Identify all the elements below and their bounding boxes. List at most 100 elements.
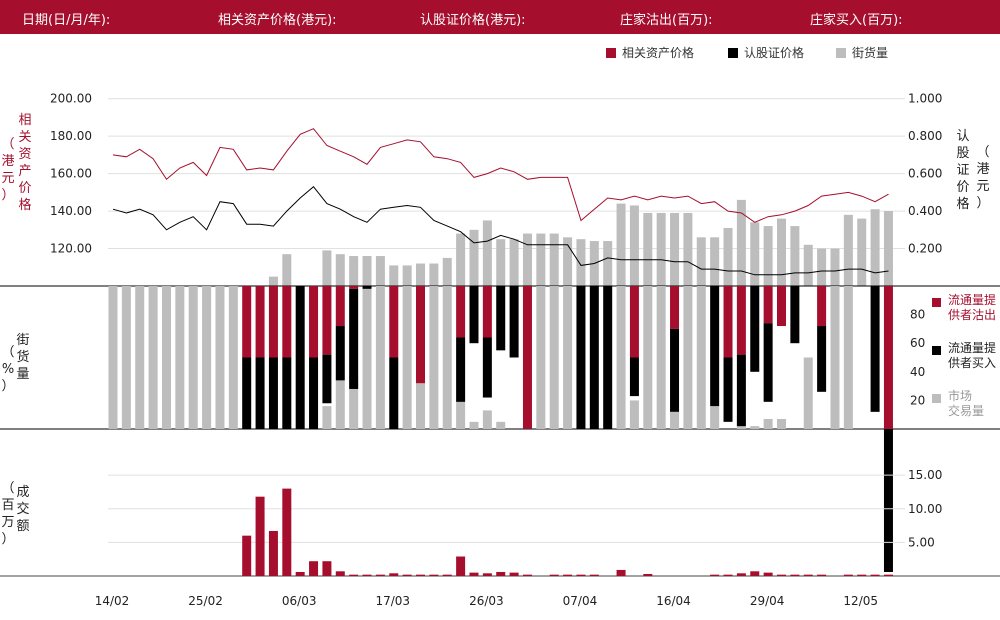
left-top-tick-label: 160.00 bbox=[50, 167, 92, 181]
turnover-bar bbox=[282, 488, 292, 576]
turnover-bar bbox=[817, 574, 827, 576]
dealer-buy-bar bbox=[509, 286, 519, 358]
dealer-buy-bar bbox=[629, 357, 639, 397]
market-volume-bar bbox=[215, 286, 225, 429]
left-bottom-axis-unit: （百万） bbox=[1, 481, 15, 547]
left-mid-axis-unit: （%） bbox=[1, 345, 15, 394]
outstanding-bar bbox=[870, 209, 880, 286]
market-volume-bar bbox=[228, 286, 238, 429]
outstanding-bar bbox=[576, 239, 586, 286]
outstanding-bar bbox=[563, 237, 573, 286]
warrant-price-line bbox=[112, 185, 889, 276]
outstanding-bar bbox=[683, 212, 693, 286]
outstanding-bar bbox=[777, 218, 786, 286]
market-volume-bar bbox=[469, 421, 479, 429]
dealer-buy-bar bbox=[750, 286, 760, 372]
x-tick-label: 17/03 bbox=[375, 594, 410, 608]
dealer-buy-bar bbox=[736, 354, 746, 427]
dealer-sell-bar bbox=[389, 286, 399, 358]
dealer-sell-bar bbox=[322, 286, 332, 355]
x-tick-label: 25/02 bbox=[188, 594, 223, 608]
left-top-axis-unit: （港元） bbox=[1, 137, 15, 203]
turnover-bar bbox=[375, 574, 385, 576]
outstanding-bar bbox=[670, 212, 680, 286]
dealer-sell-bar bbox=[522, 286, 532, 429]
dealer-sell-bar bbox=[268, 286, 278, 358]
dealer-sell-bar bbox=[736, 286, 746, 355]
date-label: 日期(日/月/年): bbox=[22, 13, 111, 28]
outstanding-bar bbox=[656, 212, 666, 286]
dealer-buy-bar bbox=[883, 429, 893, 572]
dealer-sell-bar bbox=[723, 286, 733, 358]
left-mid-axis-title: 街货量 bbox=[16, 333, 30, 382]
market-volume-bar bbox=[349, 374, 359, 429]
bottom-tick-label: 10.00 bbox=[908, 502, 942, 516]
market-volume-bar bbox=[750, 426, 760, 429]
right-top-axis-unit: （港元） bbox=[976, 145, 990, 211]
dealer-sell-bar bbox=[883, 286, 893, 429]
market-volume-bar bbox=[335, 380, 345, 429]
turnover-bar bbox=[803, 574, 813, 576]
x-tick-label: 06/03 bbox=[282, 594, 317, 608]
market-volume-bar bbox=[188, 286, 198, 429]
turnover-bar bbox=[750, 571, 760, 576]
outstanding-bar bbox=[843, 214, 853, 286]
outstanding-bar bbox=[375, 256, 385, 286]
dealer-sell-bar bbox=[349, 286, 359, 289]
warrant-price-label: 认股证价格(港元): bbox=[420, 13, 526, 28]
right-top-tick-label: 1.000 bbox=[908, 92, 942, 106]
market-volume-bar bbox=[496, 421, 506, 429]
dealer-sell-bar bbox=[482, 286, 492, 338]
turnover-bar bbox=[522, 574, 532, 576]
market-volume-bar bbox=[616, 286, 626, 429]
mid-tick-label: 40 bbox=[910, 365, 925, 379]
outstanding-bar bbox=[335, 254, 345, 286]
bottom-tick-label: 15.00 bbox=[908, 468, 942, 482]
market-volume-bar bbox=[375, 286, 385, 429]
dealer-sell-bar bbox=[242, 286, 252, 358]
outstanding-bar bbox=[509, 239, 519, 286]
dealer-buy-bar bbox=[362, 286, 372, 289]
turnover-bar bbox=[549, 574, 559, 576]
x-tick-label: 26/03 bbox=[469, 594, 504, 608]
turnover-bar bbox=[322, 561, 332, 576]
outstanding-bar bbox=[322, 250, 332, 286]
dealer-sell-bar bbox=[309, 286, 319, 358]
dealer-buy-bar bbox=[469, 286, 479, 344]
outstanding-bar bbox=[536, 233, 546, 286]
outstanding-bar bbox=[496, 239, 506, 286]
dealer-buy-bar bbox=[322, 354, 332, 404]
mid-legend-sell-swatch bbox=[932, 298, 941, 307]
outstanding-bar bbox=[643, 212, 653, 286]
turnover-bar bbox=[469, 572, 479, 576]
turnover-bar bbox=[563, 574, 573, 576]
left-top-tick-label: 200.00 bbox=[50, 92, 92, 106]
turnover-bar bbox=[255, 496, 265, 576]
market-volume-bar bbox=[656, 286, 666, 429]
turnover-bar bbox=[429, 574, 439, 576]
outstanding-bar bbox=[736, 199, 746, 286]
dealer-buy-bar bbox=[589, 286, 599, 429]
market-volume-bar bbox=[803, 357, 813, 429]
dealer-buy-bar bbox=[817, 326, 827, 392]
dealer-buy-bar bbox=[242, 357, 252, 429]
outstanding-bar bbox=[389, 265, 399, 286]
dealer-sell-label: 庄家沽出(百万): bbox=[620, 13, 713, 28]
mid-legend-buy-swatch bbox=[932, 346, 941, 355]
turnover-bar bbox=[710, 574, 720, 576]
legend-warrant: 认股证价格 bbox=[728, 44, 804, 61]
left-top-tick-label: 120.00 bbox=[50, 242, 92, 256]
dealer-buy-bar bbox=[295, 286, 305, 429]
outstanding-bar bbox=[456, 233, 466, 286]
dealer-buy-bar bbox=[335, 326, 345, 381]
dealer-buy-bar bbox=[389, 357, 399, 429]
underlying-price-label: 相关资产价格(港元): bbox=[218, 13, 337, 28]
dealer-sell-bar bbox=[777, 286, 786, 327]
market-volume-bar bbox=[362, 288, 372, 429]
turnover-bar bbox=[883, 574, 893, 576]
market-volume-bar bbox=[416, 383, 426, 429]
mid-tick-label: 20 bbox=[910, 393, 925, 407]
market-volume-bar bbox=[108, 286, 118, 429]
right-top-axis-title: 认股证价格 bbox=[956, 129, 970, 212]
market-volume-bar bbox=[402, 286, 412, 429]
